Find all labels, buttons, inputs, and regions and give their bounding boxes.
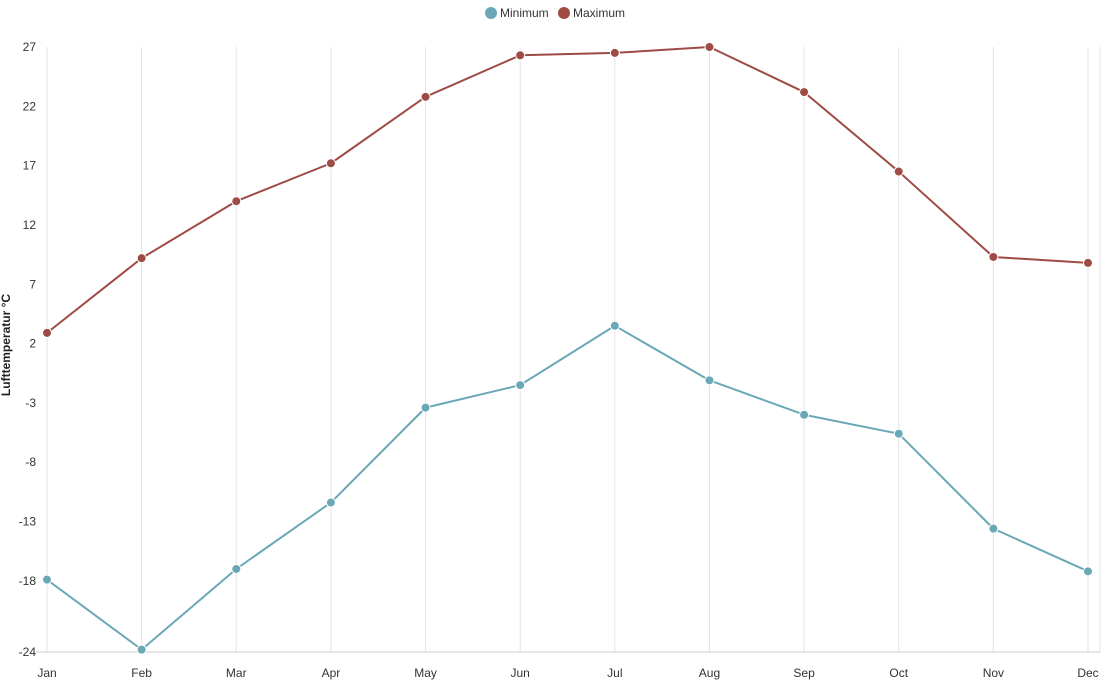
x-tick-label: May	[414, 666, 437, 680]
y-tick-label: 27	[23, 40, 37, 54]
data-point-maximum-sep[interactable]	[799, 87, 810, 98]
y-tick-label: 22	[23, 99, 37, 113]
legend-marker-maximum	[558, 7, 570, 19]
data-point-minimum-dec[interactable]	[1083, 566, 1093, 577]
x-tick-label: Jul	[607, 666, 622, 680]
legend-label-maximum: Maximum	[573, 6, 625, 20]
data-point-minimum-jun[interactable]	[515, 380, 526, 391]
data-point-minimum-may[interactable]	[420, 402, 431, 413]
data-point-maximum-jan[interactable]	[42, 327, 52, 338]
data-point-maximum-oct[interactable]	[893, 166, 904, 177]
grid-layer	[46, 47, 1101, 652]
x-tick-label: Dec	[1077, 666, 1098, 680]
axis-layer: Jan Feb Mar Apr May Jun Jul Aug Sep Oct Nov Dec -24 -…	[19, 40, 1100, 680]
y-tick-label: 2	[29, 337, 36, 351]
data-point-minimum-mar[interactable]	[231, 563, 242, 574]
data-point-minimum-oct[interactable]	[893, 428, 904, 439]
data-point-maximum-nov[interactable]	[988, 251, 999, 262]
data-point-minimum-nov[interactable]	[988, 523, 999, 534]
x-tick-label: Mar	[226, 666, 247, 680]
x-tick-label: Sep	[793, 666, 815, 680]
legend-item-minimum[interactable]: Minimum	[485, 6, 549, 20]
y-tick-label: -13	[19, 515, 37, 529]
data-point-minimum-feb[interactable]	[136, 644, 147, 655]
data-point-minimum-apr[interactable]	[325, 497, 336, 508]
x-tick-label: Oct	[889, 666, 908, 680]
data-point-maximum-may[interactable]	[420, 91, 431, 102]
data-point-maximum-aug[interactable]	[704, 42, 715, 52]
legend-label-minimum: Minimum	[500, 6, 549, 20]
data-point-maximum-mar[interactable]	[231, 196, 242, 207]
x-tick-label: Nov	[983, 666, 1004, 680]
y-tick-label: -18	[19, 574, 37, 588]
x-tick-label: Feb	[131, 666, 152, 680]
legend-item-maximum[interactable]: Maximum	[558, 6, 625, 20]
data-point-minimum-aug[interactable]	[704, 375, 715, 386]
legend[interactable]: Minimum Maximum	[485, 6, 625, 20]
y-tick-label: 12	[23, 218, 37, 232]
legend-marker-minimum	[485, 7, 497, 19]
y-tick-label: 17	[23, 159, 37, 173]
y-axis-title: Lufttemperatur °C	[0, 294, 13, 396]
data-point-maximum-jun[interactable]	[515, 50, 526, 61]
series-line-maximum[interactable]	[46, 46, 1089, 334]
data-point-minimum-sep[interactable]	[799, 409, 810, 420]
series-layer	[42, 42, 1093, 655]
y-tick-label: -24	[19, 645, 37, 659]
y-tick-label: -8	[25, 455, 36, 469]
x-tick-label: Jan	[37, 666, 56, 680]
data-point-maximum-apr[interactable]	[325, 158, 336, 169]
x-tick-label: Jun	[511, 666, 530, 680]
y-tick-label: 7	[29, 277, 36, 291]
data-point-maximum-jul[interactable]	[609, 47, 620, 58]
data-point-minimum-jul[interactable]	[609, 320, 620, 331]
series-line-minimum[interactable]	[46, 324, 1089, 651]
data-point-minimum-jan[interactable]	[42, 574, 52, 585]
x-tick-label: Apr	[322, 666, 341, 680]
y-tick-label: -3	[25, 396, 36, 410]
x-tick-label: Aug	[699, 666, 720, 680]
data-point-maximum-feb[interactable]	[136, 253, 147, 264]
data-point-maximum-dec[interactable]	[1083, 257, 1093, 268]
